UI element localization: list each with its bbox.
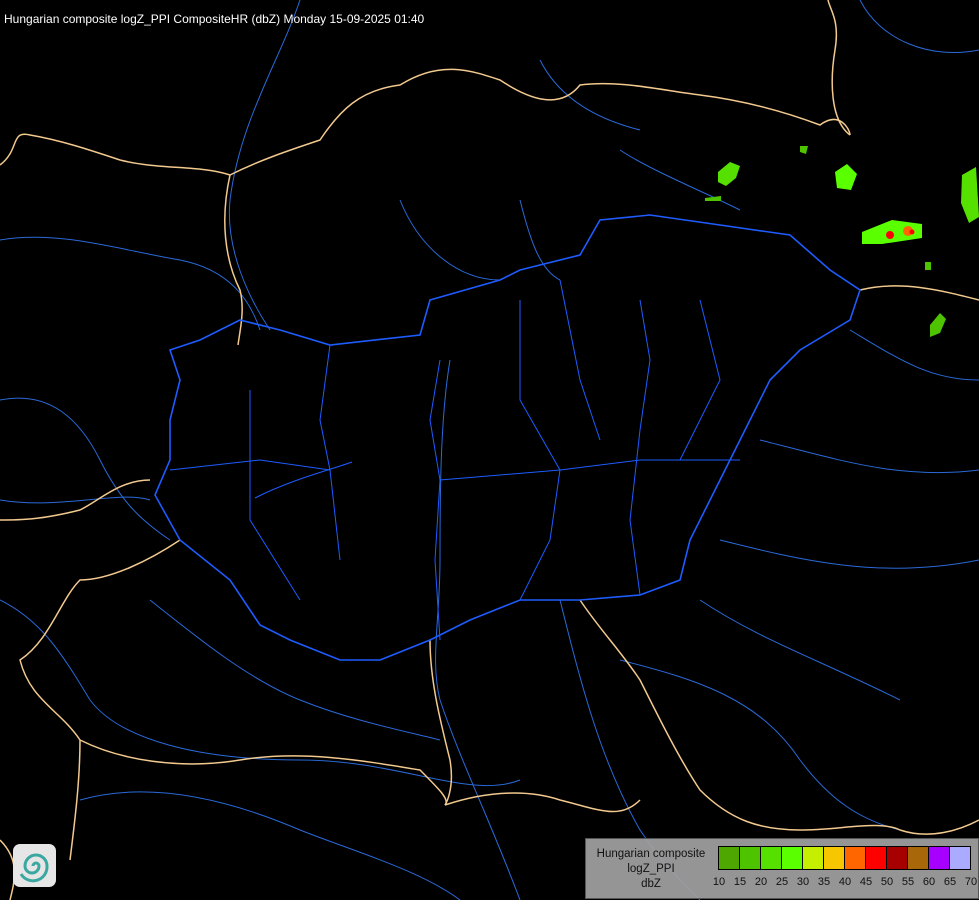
color-swatch [845, 847, 866, 869]
map-title: Hungarian composite logZ_PPI CompositeHR… [4, 12, 425, 26]
tick-label: 35 [817, 876, 831, 888]
county-borders [169, 279, 740, 641]
color-bar [718, 846, 971, 870]
tick-label: 50 [880, 876, 894, 888]
tick-label: 40 [838, 876, 852, 888]
legend-label: Hungarian composite logZ_PPI dbZ [588, 847, 714, 892]
color-swatch [929, 847, 950, 869]
tick-label: 30 [796, 876, 810, 888]
tick-label: 15 [733, 876, 747, 888]
color-scale-legend: Hungarian composite logZ_PPI dbZ 10 15 20 2… [585, 838, 979, 899]
color-swatch [866, 847, 887, 869]
color-swatch [908, 847, 929, 869]
tick-label: 25 [775, 876, 789, 888]
color-swatch [824, 847, 845, 869]
color-swatch [740, 847, 761, 869]
tick-label: 55 [901, 876, 915, 888]
color-swatch [761, 847, 782, 869]
color-swatch [782, 847, 803, 869]
legend-line-3: dbZ [641, 878, 661, 890]
tick-label: 70 [964, 876, 978, 888]
color-swatch [719, 847, 740, 869]
color-swatch [803, 847, 824, 869]
color-swatch [950, 847, 970, 869]
tick-label: 60 [922, 876, 936, 888]
tick-label: 10 [712, 876, 726, 888]
color-swatch [887, 847, 908, 869]
legend-line-1: Hungarian composite [596, 848, 706, 860]
tick-label: 20 [754, 876, 768, 888]
hungary-border [154, 214, 861, 661]
legend-line-2: logZ_PPI [627, 863, 675, 875]
color-bar-ticks: 10 15 20 25 30 35 40 45 50 55 60 65 70 [712, 876, 979, 890]
tick-label: 45 [859, 876, 873, 888]
tick-label: 65 [943, 876, 957, 888]
radar-echoes [705, 146, 979, 337]
met-service-swirl-logo-icon [13, 844, 56, 887]
